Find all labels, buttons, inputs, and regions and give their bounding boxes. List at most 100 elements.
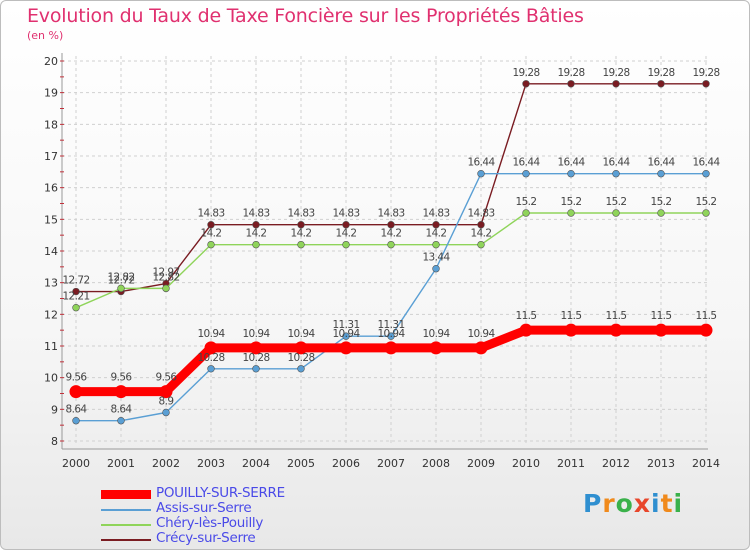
y-tick-label: 14: [44, 245, 58, 258]
data-point: [567, 209, 575, 217]
legend-item: Crécy-sur-Serre: [101, 530, 421, 547]
data-label: 11.5: [561, 310, 582, 322]
data-label: 8.64: [66, 404, 88, 416]
x-tick-label: 2004: [242, 457, 270, 470]
data-point: [522, 170, 530, 178]
data-point: [297, 240, 305, 249]
data-label: 11.31: [332, 319, 359, 331]
x-tick-label: 2013: [647, 457, 675, 470]
data-label: 19.28: [557, 67, 584, 79]
data-label: 14.83: [422, 208, 449, 220]
data-labels: 12.72 12.72 12.97 14.83 14.83 14.83 14.83 14.83…: [62, 67, 721, 416]
data-label: 11.5: [696, 310, 717, 322]
data-label: 19.28: [512, 67, 539, 79]
legend-item: Assis-sur-Serre: [101, 500, 421, 517]
data-point: [162, 408, 170, 417]
data-label: 11.31: [377, 319, 404, 331]
data-point: [72, 287, 80, 296]
data-label: 14.83: [197, 208, 224, 220]
data-label: 12.97: [152, 267, 179, 279]
data-point: [612, 80, 620, 88]
y-tick-label: 8: [51, 435, 58, 448]
data-label: 12.72: [107, 275, 134, 287]
x-tick-label: 2007: [377, 457, 405, 470]
y-tick-label: 13: [44, 277, 58, 290]
axes: 8 9 10 11 12 13 14 15 16 17 18 19 20 2000 2001 2002 2003…: [44, 53, 720, 470]
data-point: [387, 240, 395, 249]
y-tick-label: 12: [44, 308, 58, 321]
legend-item: POUILLY-SUR-SERRE: [101, 485, 421, 502]
logo-letter: i: [651, 489, 661, 518]
data-point: [297, 365, 305, 373]
data-point: [72, 417, 80, 425]
data-label: 10.28: [197, 352, 224, 364]
data-label: 12.82: [152, 271, 179, 283]
data-point: [252, 240, 260, 249]
data-label: 16.44: [647, 157, 675, 169]
data-label: 16.44: [557, 157, 585, 169]
logo-letter: x: [633, 489, 651, 518]
data-label: 14.83: [242, 208, 269, 220]
data-point: [474, 341, 488, 355]
data-label: 14.83: [467, 208, 494, 220]
data-label: 14.2: [201, 228, 222, 240]
data-label: 10.28: [242, 352, 269, 364]
data-point: [339, 341, 353, 355]
data-point: [159, 385, 173, 399]
y-tick-label: 18: [44, 118, 58, 131]
data-label: 19.28: [647, 67, 674, 79]
data-point: [477, 240, 485, 249]
data-point: [72, 303, 80, 312]
legend: POUILLY-SUR-SERRE Assis-sur-Serre Chéry-lè…: [101, 485, 421, 547]
data-point: [522, 80, 530, 88]
data-label: 15.2: [696, 196, 717, 208]
data-point: [564, 323, 578, 337]
data-label: 19.28: [692, 67, 719, 79]
data-point: [342, 221, 350, 229]
legend-swatch: [101, 509, 151, 511]
data-point: [519, 323, 533, 337]
x-tick-label: 2002: [152, 457, 180, 470]
data-point: [207, 365, 215, 373]
data-point: [432, 221, 440, 229]
x-tick-label: 2001: [107, 457, 135, 470]
data-point: [387, 332, 395, 340]
x-tick-label: 2000: [62, 457, 90, 470]
data-label: 14.2: [426, 228, 447, 240]
y-tick-label: 9: [51, 403, 58, 416]
data-point: [477, 221, 485, 229]
data-point: [477, 170, 485, 178]
y-tick-label: 16: [44, 182, 58, 195]
data-label: 11.5: [606, 310, 627, 322]
data-point: [117, 284, 125, 293]
data-point: [522, 209, 530, 217]
legend-label: Chéry-lès-Pouilly: [156, 515, 264, 531]
data-label: 15.2: [561, 196, 582, 208]
data-label: 15.2: [516, 196, 537, 208]
data-point: [384, 341, 398, 355]
data-label: 10.94: [422, 328, 450, 340]
data-label: 14.2: [291, 228, 312, 240]
data-point: [117, 417, 125, 425]
y-tick-label: 11: [44, 340, 58, 353]
logo-letter: i: [673, 489, 684, 518]
data-label: 14.83: [332, 208, 359, 220]
x-tick-label: 2009: [467, 457, 495, 470]
data-label: 14.2: [471, 228, 492, 240]
series-layer: [69, 80, 713, 425]
x-tick-label: 2003: [197, 457, 225, 470]
data-point: [654, 323, 668, 337]
legend-label: Crécy-sur-Serre: [156, 530, 256, 546]
data-label: 11.5: [651, 310, 672, 322]
data-point: [114, 385, 128, 399]
data-point: [387, 221, 395, 229]
data-label: 12.72: [62, 275, 89, 287]
data-point: [249, 341, 263, 355]
data-label: 16.44: [602, 157, 630, 169]
legend-item: Chéry-lès-Pouilly: [101, 515, 421, 532]
grid-lines: [62, 56, 708, 445]
data-point: [252, 221, 260, 229]
data-label: 10.94: [287, 328, 315, 340]
data-label: 10.94: [197, 328, 225, 340]
